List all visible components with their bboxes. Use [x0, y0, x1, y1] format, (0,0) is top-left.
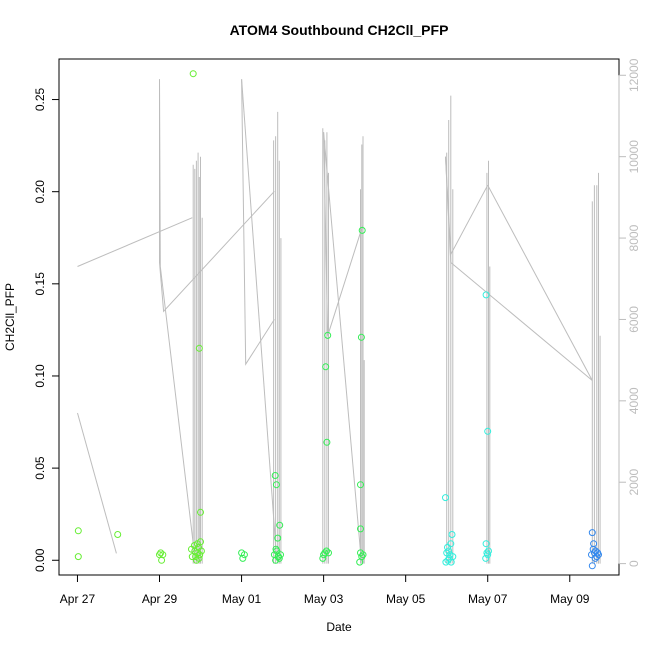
- y2-tick-label-6: 12000: [627, 58, 641, 92]
- x-axis: Apr 27 Apr 29 May 01 May 03 May 05 May 07 May …: [60, 574, 590, 606]
- data-point-66: [482, 291, 490, 299]
- data-point-72: [485, 547, 492, 555]
- y-axis-left: 0.00 0.05 0.10 0.15 0.20 0.25: [33, 87, 60, 572]
- x-axis-label: Date: [326, 620, 352, 634]
- data-point-63: [445, 554, 453, 562]
- y2-tick-label-1: 2000: [627, 469, 641, 496]
- x-tick-label-4: May 05: [386, 592, 426, 606]
- data-point-60: [448, 531, 456, 538]
- y2-tick-label-4: 8000: [627, 224, 641, 251]
- y-tick-label-5: 0.25: [33, 87, 47, 111]
- line-segment-8: [445, 156, 489, 257]
- data-point-41: [323, 547, 330, 555]
- data-point-19: [188, 553, 196, 561]
- line-segment-9: [445, 156, 593, 381]
- y2-tick-label-3: 6000: [627, 306, 641, 333]
- data-point-44: [323, 438, 331, 446]
- data-point-5: [158, 556, 166, 564]
- data-point-14: [195, 344, 203, 352]
- data-point-28: [274, 534, 282, 542]
- line-segment-7: [323, 132, 361, 552]
- data-point-0: [74, 527, 82, 535]
- data-point-73: [588, 529, 596, 537]
- line-segment-0: [77, 217, 193, 267]
- data-point-49: [357, 525, 364, 533]
- y2-tick-label-2: 4000: [627, 387, 641, 414]
- data-point-6: [159, 551, 167, 559]
- y-tick-label-1: 0.05: [33, 456, 47, 480]
- data-point-35: [277, 551, 284, 559]
- data-point-81: [591, 554, 599, 562]
- y-tick-label-0: 0.00: [33, 548, 47, 572]
- chart-title: ATOM4 Southbound CH2Cll_PFP: [230, 22, 449, 38]
- y-axis-right: 0 2000 4000 6000 8000 10000 12000: [618, 58, 641, 567]
- data-point-21: [193, 540, 201, 548]
- line-segment-10: [487, 184, 593, 381]
- data-point-45: [325, 549, 332, 557]
- data-point-70: [482, 554, 490, 562]
- data-point-42: [322, 363, 330, 371]
- data-point-37: [275, 553, 282, 561]
- data-point-7: [189, 70, 197, 78]
- data-point-18: [197, 547, 205, 555]
- data-point-36: [272, 545, 280, 553]
- data-point-46: [358, 226, 366, 234]
- y-tick-label-3: 0.15: [33, 272, 47, 296]
- scatter-series: [74, 70, 602, 570]
- line-segment-6: [323, 132, 364, 336]
- data-point-24: [239, 554, 247, 562]
- data-point-71: [484, 551, 492, 559]
- data-point-29: [276, 521, 284, 529]
- data-point-83: [590, 540, 598, 548]
- data-point-65: [444, 543, 451, 551]
- data-point-57: [445, 547, 453, 555]
- line-segment-2: [159, 79, 275, 313]
- data-point-82: [594, 549, 602, 557]
- line-segment-3: [159, 79, 194, 544]
- line-segment-5: [241, 79, 277, 556]
- data-point-25: [240, 551, 248, 559]
- y2-tick-label-5: 10000: [627, 140, 641, 174]
- data-point-4: [157, 549, 165, 557]
- line-segment-1: [77, 412, 117, 554]
- data-point-43: [324, 331, 332, 339]
- data-point-80: [588, 562, 596, 570]
- data-point-67: [484, 427, 492, 435]
- plot-frame: [58, 58, 620, 576]
- x-tick-label-5: May 07: [468, 592, 508, 606]
- right-axis-line-series: [77, 79, 601, 564]
- data-point-52: [358, 553, 366, 561]
- data-point-53: [359, 551, 367, 559]
- x-tick-label-3: May 03: [304, 592, 344, 606]
- x-tick-label-2: May 01: [222, 592, 262, 606]
- data-point-78: [593, 553, 601, 561]
- y-tick-label-2: 0.10: [33, 364, 47, 388]
- y2-tick-label-0: 0: [627, 560, 641, 567]
- y-tick-label-4: 0.20: [33, 180, 47, 204]
- line-segment-4: [241, 79, 275, 366]
- data-point-48: [357, 481, 364, 489]
- data-point-1: [74, 553, 82, 561]
- data-point-40: [321, 549, 329, 557]
- x-tick-label-1: Apr 29: [142, 592, 178, 606]
- data-point-47: [357, 333, 365, 341]
- data-point-54: [442, 494, 449, 502]
- data-point-27: [272, 481, 280, 489]
- data-point-15: [196, 551, 204, 559]
- data-point-22: [195, 554, 203, 562]
- y-axis-label: CH2Cll_PFP: [3, 283, 17, 351]
- data-point-68: [482, 540, 490, 548]
- x-tick-label-0: Apr 27: [60, 592, 96, 606]
- x-tick-label-6: May 09: [550, 592, 590, 606]
- data-point-20: [191, 547, 199, 555]
- data-point-16: [197, 508, 204, 516]
- data-point-2: [114, 531, 122, 538]
- data-point-64: [447, 558, 455, 566]
- data-point-26: [271, 472, 279, 479]
